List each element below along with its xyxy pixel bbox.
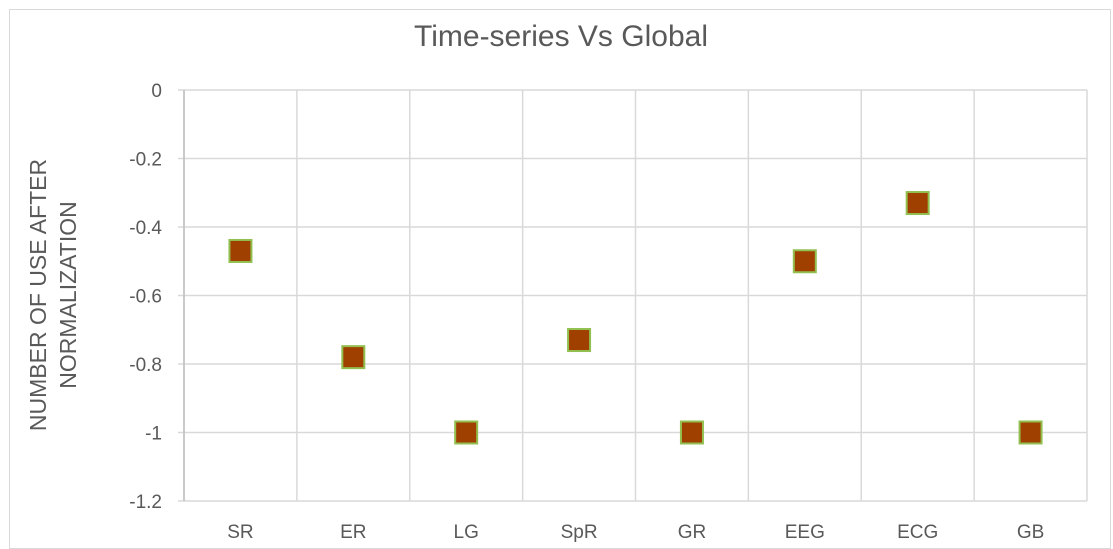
- data-point: [228, 238, 253, 263]
- y-tick-label: 0: [151, 81, 162, 102]
- x-tick-label: GR: [678, 522, 707, 543]
- x-tick-label: ER: [340, 522, 366, 543]
- y-tick-label: -0.8: [129, 355, 162, 376]
- data-point: [679, 420, 704, 445]
- x-tick-label: ECG: [897, 522, 938, 543]
- y-axis-label-line-2: NORMALIZATION: [55, 201, 81, 388]
- y-tick-label: -0.4: [129, 218, 162, 239]
- y-tick-label: -0.2: [129, 150, 162, 171]
- data-point: [454, 420, 479, 445]
- data-point: [341, 345, 366, 370]
- y-tick-label: -0.6: [129, 287, 162, 308]
- x-tick-label: GB: [1017, 522, 1044, 543]
- x-tick-label: EEG: [785, 522, 825, 543]
- x-tick-label: SpR: [561, 522, 598, 543]
- data-point: [1018, 420, 1043, 445]
- y-tick-label: -1: [145, 424, 162, 445]
- data-point: [567, 328, 592, 353]
- data-point: [792, 249, 817, 274]
- y-tick-label: -1.2: [129, 492, 162, 513]
- chart-title: Time-series Vs Global: [414, 20, 708, 53]
- data-point: [905, 191, 930, 216]
- y-axis-label-line-1: NUMBER OF USE AFTER: [25, 159, 51, 431]
- x-tick-label: SR: [227, 522, 253, 543]
- x-tick-label: LG: [454, 522, 479, 543]
